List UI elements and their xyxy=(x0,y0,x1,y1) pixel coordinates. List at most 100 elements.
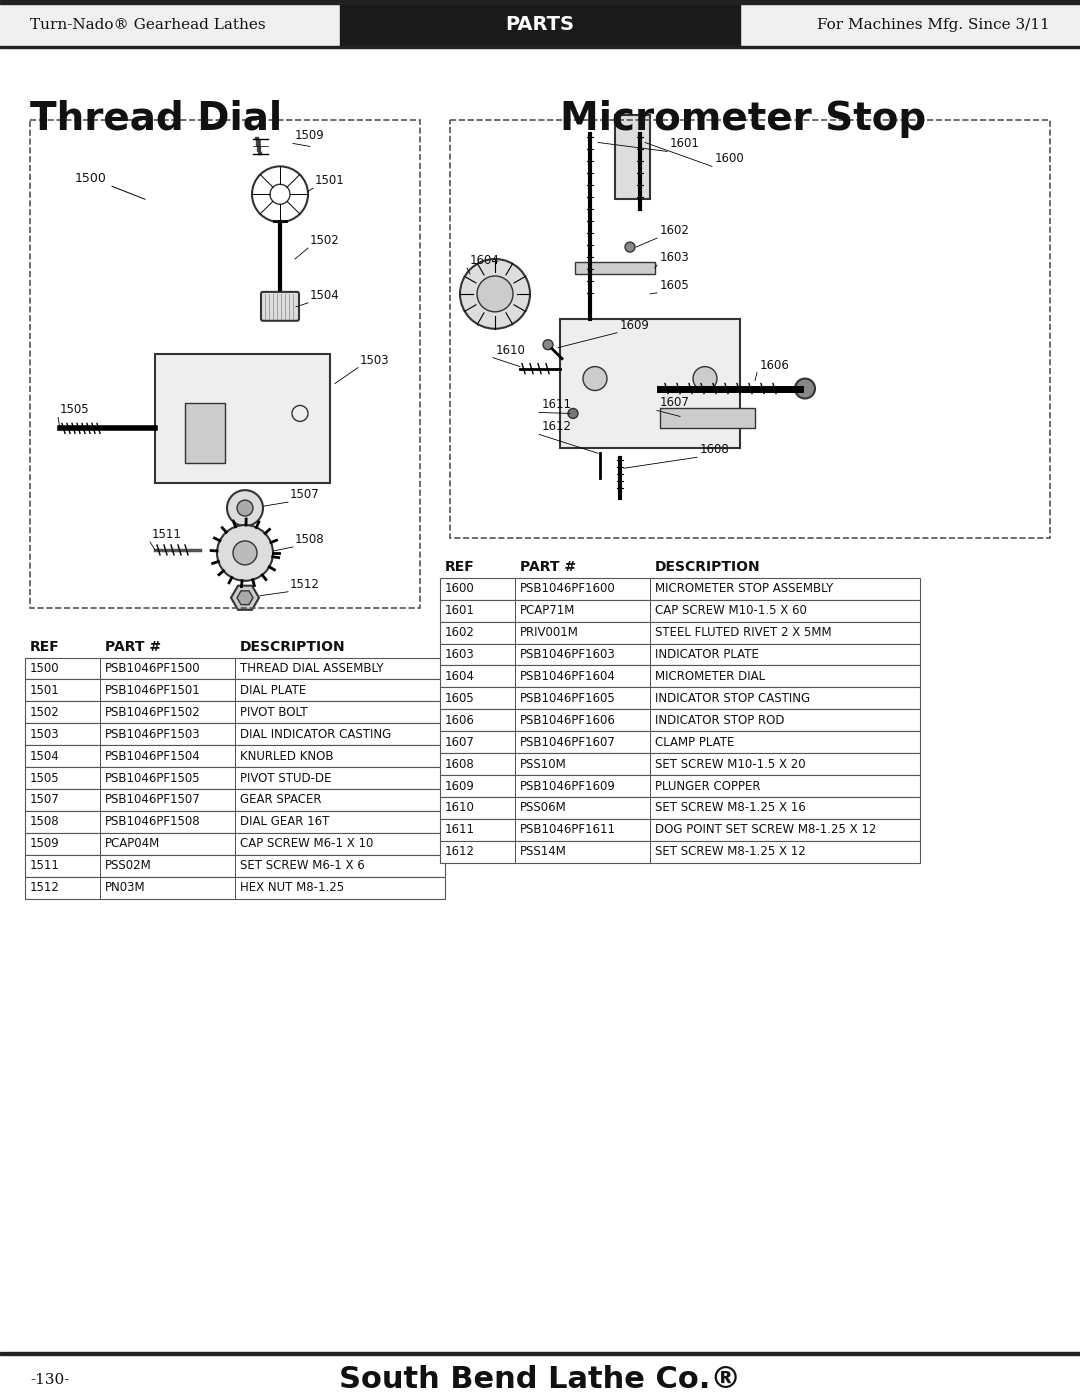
Bar xyxy=(25,789,445,810)
Text: PSB1046PF1502: PSB1046PF1502 xyxy=(105,705,201,719)
Text: 1500: 1500 xyxy=(75,172,107,186)
Text: 1602: 1602 xyxy=(445,626,475,638)
Text: 1501: 1501 xyxy=(315,175,345,187)
Circle shape xyxy=(227,490,264,527)
Text: 1608: 1608 xyxy=(445,757,475,771)
Text: 1602: 1602 xyxy=(660,224,690,237)
Circle shape xyxy=(693,366,717,391)
Text: PCAP71M: PCAP71M xyxy=(519,604,576,617)
Text: Micrometer Stop: Micrometer Stop xyxy=(561,99,927,138)
Text: 1512: 1512 xyxy=(291,578,320,591)
Text: 1604: 1604 xyxy=(445,671,475,683)
Polygon shape xyxy=(237,591,253,605)
Bar xyxy=(660,408,755,429)
Text: INDICATOR STOP CASTING: INDICATOR STOP CASTING xyxy=(654,692,810,705)
Text: PSB1046PF1501: PSB1046PF1501 xyxy=(105,685,201,697)
Text: Thread Dial: Thread Dial xyxy=(30,99,282,138)
Bar xyxy=(25,833,445,855)
Text: PIVOT BOLT: PIVOT BOLT xyxy=(240,705,308,719)
Text: 1507: 1507 xyxy=(291,488,320,502)
Bar xyxy=(440,731,920,753)
Circle shape xyxy=(795,379,815,398)
Text: PSB1046PF1607: PSB1046PF1607 xyxy=(519,736,616,749)
Text: CAP SCREW M10-1.5 X 60: CAP SCREW M10-1.5 X 60 xyxy=(654,604,807,617)
Bar xyxy=(256,141,258,142)
Text: 1610: 1610 xyxy=(445,802,475,814)
Text: 1511: 1511 xyxy=(152,528,181,541)
Text: 1610: 1610 xyxy=(496,344,526,356)
Bar xyxy=(440,753,920,775)
Text: 1606: 1606 xyxy=(445,714,475,726)
Text: PSB1046PF1504: PSB1046PF1504 xyxy=(105,750,201,763)
Text: SET SCREW M8-1.25 X 16: SET SCREW M8-1.25 X 16 xyxy=(654,802,806,814)
Text: 1502: 1502 xyxy=(30,705,59,719)
Bar xyxy=(0,1352,1080,1355)
Circle shape xyxy=(543,339,553,349)
Text: KNURLED KNOB: KNURLED KNOB xyxy=(240,750,334,763)
Text: INDICATOR PLATE: INDICATOR PLATE xyxy=(654,648,759,661)
Bar xyxy=(440,599,920,622)
Text: GEAR SPACER: GEAR SPACER xyxy=(240,793,322,806)
Text: MICROMETER STOP ASSEMBLY: MICROMETER STOP ASSEMBLY xyxy=(654,583,834,595)
Text: 1508: 1508 xyxy=(30,816,59,828)
Polygon shape xyxy=(231,585,259,610)
Bar xyxy=(440,775,920,796)
Text: PSB1046PF1605: PSB1046PF1605 xyxy=(519,692,616,705)
Text: 1512: 1512 xyxy=(30,882,59,894)
Text: 1608: 1608 xyxy=(700,443,730,457)
Bar xyxy=(25,745,445,767)
Text: DESCRIPTION: DESCRIPTION xyxy=(654,560,760,574)
Text: PSB1046PF1503: PSB1046PF1503 xyxy=(105,728,201,740)
Text: 1509: 1509 xyxy=(295,130,325,142)
Text: 1611: 1611 xyxy=(445,823,475,837)
Bar xyxy=(0,4,1080,46)
Text: 1609: 1609 xyxy=(445,780,475,792)
Text: 1511: 1511 xyxy=(30,859,59,872)
Text: South Bend Lathe Co.®: South Bend Lathe Co.® xyxy=(339,1365,741,1394)
Text: PSB1046PF1505: PSB1046PF1505 xyxy=(105,771,201,785)
Text: THREAD DIAL ASSEMBLY: THREAD DIAL ASSEMBLY xyxy=(240,662,383,675)
Text: 1612: 1612 xyxy=(445,845,475,858)
Text: Turn-Nado® Gearhead Lathes: Turn-Nado® Gearhead Lathes xyxy=(30,18,266,32)
Text: PSS10M: PSS10M xyxy=(519,757,567,771)
Bar xyxy=(156,353,330,483)
Text: 1604: 1604 xyxy=(470,254,500,267)
Text: PSB1046PF1507: PSB1046PF1507 xyxy=(105,793,201,806)
Text: REF: REF xyxy=(30,640,59,654)
Bar xyxy=(0,46,1080,47)
Text: 1605: 1605 xyxy=(445,692,475,705)
Bar xyxy=(185,404,225,464)
Circle shape xyxy=(568,408,578,419)
Text: DIAL PLATE: DIAL PLATE xyxy=(240,685,307,697)
Text: 1501: 1501 xyxy=(30,685,59,697)
Text: MICROMETER DIAL: MICROMETER DIAL xyxy=(654,671,765,683)
Text: CLAMP PLATE: CLAMP PLATE xyxy=(654,736,734,749)
Text: PRIV001M: PRIV001M xyxy=(519,626,579,638)
Circle shape xyxy=(477,277,513,312)
Circle shape xyxy=(625,242,635,251)
FancyBboxPatch shape xyxy=(261,292,299,321)
Bar xyxy=(25,855,445,877)
Bar xyxy=(440,841,920,863)
Circle shape xyxy=(460,258,530,328)
Text: PIVOT STUD-DE: PIVOT STUD-DE xyxy=(240,771,332,785)
Text: 1505: 1505 xyxy=(60,404,90,416)
Text: PART #: PART # xyxy=(519,560,576,574)
Bar xyxy=(440,687,920,710)
Text: 1504: 1504 xyxy=(30,750,59,763)
Text: PLUNGER COPPER: PLUNGER COPPER xyxy=(654,780,760,792)
Circle shape xyxy=(237,500,253,515)
Circle shape xyxy=(583,366,607,391)
Bar xyxy=(0,0,1080,1)
Bar xyxy=(25,877,445,898)
Bar xyxy=(257,152,260,155)
Text: DIAL INDICATOR CASTING: DIAL INDICATOR CASTING xyxy=(240,728,391,740)
Text: PSB1046PF1500: PSB1046PF1500 xyxy=(105,662,201,675)
Bar xyxy=(256,144,259,145)
Bar xyxy=(25,679,445,701)
Text: 1502: 1502 xyxy=(310,235,340,247)
Bar xyxy=(440,622,920,644)
Text: PSB1046PF1508: PSB1046PF1508 xyxy=(105,816,201,828)
Bar xyxy=(440,578,920,599)
Text: 1609: 1609 xyxy=(620,319,650,331)
